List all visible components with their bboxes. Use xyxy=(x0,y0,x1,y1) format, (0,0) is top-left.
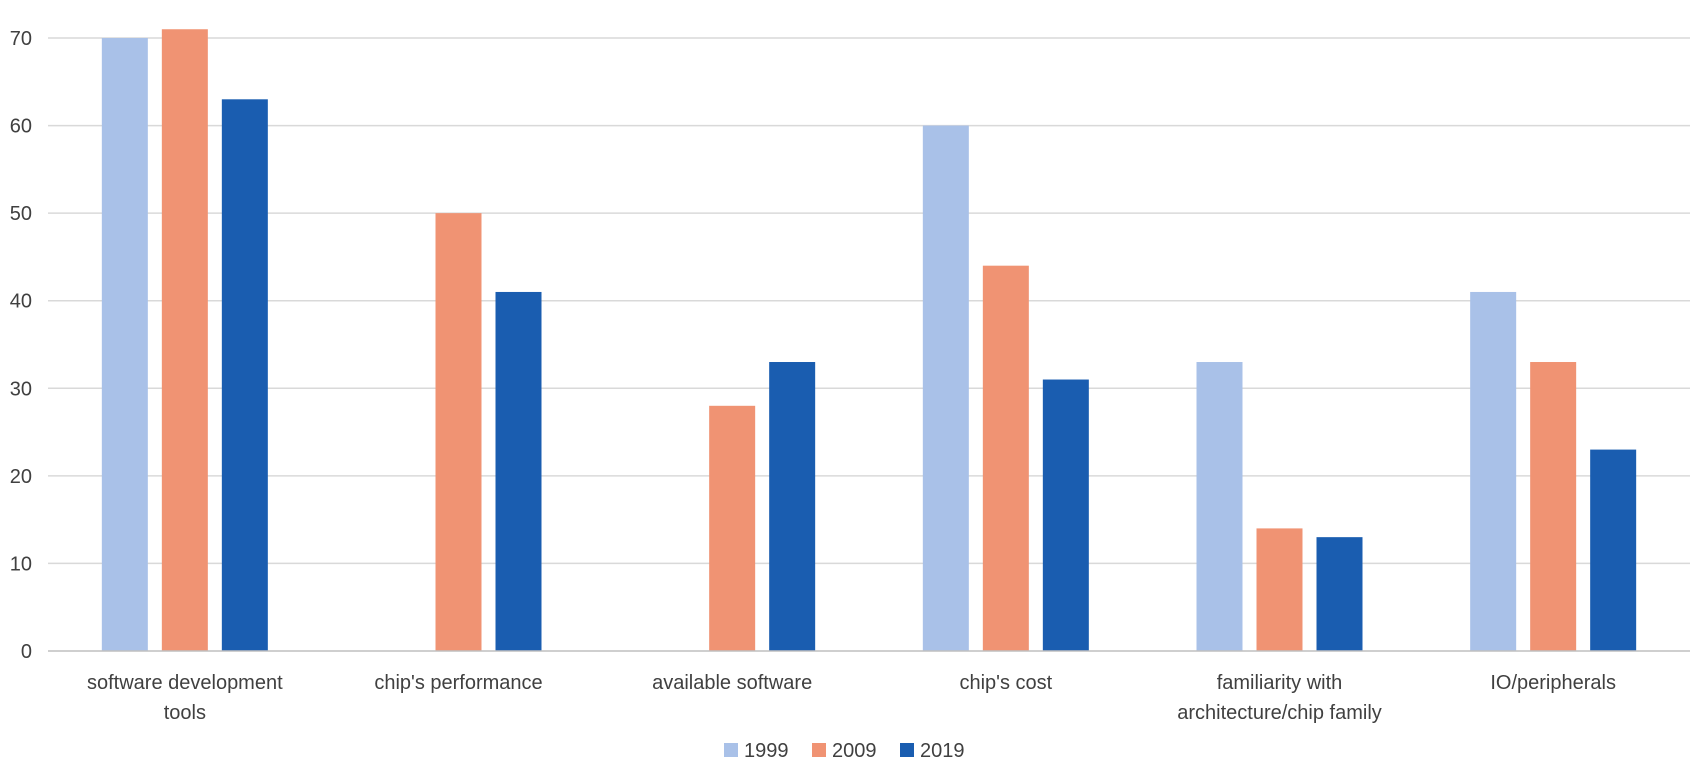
bars xyxy=(101,29,1637,652)
legend: 1999 2009 2019 xyxy=(724,740,965,762)
x-category-label-line: architecture/chip family xyxy=(1177,702,1382,724)
y-axis-tick-labels: 0 10 20 30 40 50 60 70 xyxy=(10,28,32,663)
x-category-label-line: software development xyxy=(87,672,283,694)
gridlines xyxy=(48,37,1690,565)
bar-1999-5 xyxy=(1470,291,1517,651)
y-tick-label: 0 xyxy=(21,641,32,663)
x-category-label-line: chip's performance xyxy=(374,672,542,694)
bar-2019-5 xyxy=(1590,449,1637,651)
bar-2009-5 xyxy=(1530,362,1577,651)
x-category-label-line: chip's cost xyxy=(959,672,1052,694)
legend-swatch-2009 xyxy=(812,743,826,757)
bar-1999-3 xyxy=(922,125,969,652)
y-tick-label: 70 xyxy=(10,28,32,50)
bar-1999-0 xyxy=(101,38,148,651)
legend-label: 2009 xyxy=(832,740,877,762)
y-tick-label: 40 xyxy=(10,291,32,313)
x-category-label: chip's cost xyxy=(959,672,1052,694)
x-category-label-line: tools xyxy=(164,702,206,724)
bar-2019-0 xyxy=(221,99,268,652)
x-axis-category-labels: software development tools chip's performa… xyxy=(87,672,1616,724)
legend-label: 2019 xyxy=(920,740,965,762)
bar-1999-4 xyxy=(1196,362,1243,651)
y-tick-label: 10 xyxy=(10,553,32,575)
y-tick-label: 20 xyxy=(10,466,32,488)
x-category-label: IO/peripherals xyxy=(1490,672,1616,694)
bar-2019-3 xyxy=(1042,379,1089,651)
x-category-label: available software xyxy=(652,672,812,694)
x-category-label: familiarity with architecture/chip family xyxy=(1177,672,1382,724)
x-category-label-line: familiarity with xyxy=(1217,672,1343,694)
bar-2019-4 xyxy=(1316,537,1363,651)
bar-2009-1 xyxy=(435,213,482,651)
legend-swatch-1999 xyxy=(724,743,738,757)
legend-swatch-2019 xyxy=(900,743,914,757)
x-category-label: software development tools xyxy=(87,672,283,724)
bar-2019-2 xyxy=(769,362,816,651)
x-category-label-line: available software xyxy=(652,672,812,694)
bar-2019-1 xyxy=(495,291,542,651)
bar-2009-3 xyxy=(982,265,1029,651)
bar-2009-4 xyxy=(1256,528,1303,651)
x-category-label-line: IO/peripherals xyxy=(1490,672,1616,694)
bar-2009-2 xyxy=(709,405,756,651)
bar-2009-0 xyxy=(161,29,208,651)
x-category-label: chip's performance xyxy=(374,672,542,694)
y-tick-label: 30 xyxy=(10,378,32,400)
y-tick-label: 60 xyxy=(10,116,32,138)
y-tick-label: 50 xyxy=(10,203,32,225)
legend-label: 1999 xyxy=(744,740,789,762)
